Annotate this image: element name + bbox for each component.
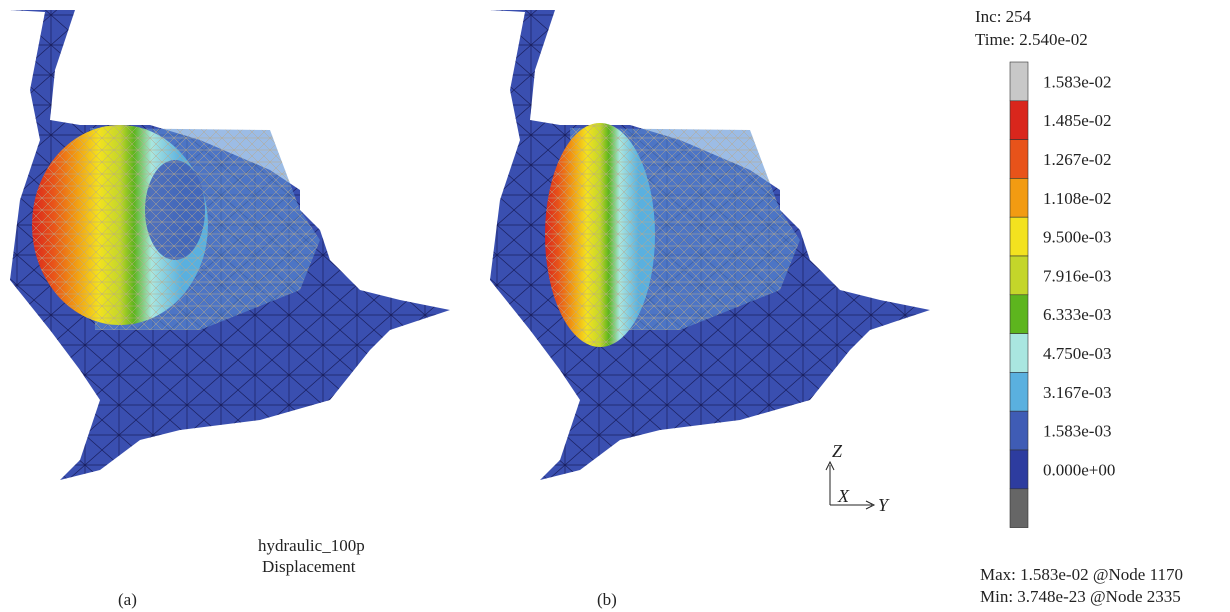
axis-z: Z xyxy=(832,441,843,461)
model-name: hydraulic_100p xyxy=(258,536,365,555)
legend-swatch xyxy=(1009,449,1029,490)
panel-a-model xyxy=(10,10,450,480)
legend-label: 9.500e-03 xyxy=(1043,228,1111,247)
legend-swatch xyxy=(1009,216,1029,257)
legend-swatch xyxy=(1009,294,1029,334)
axis-y: Y xyxy=(878,495,890,515)
legend-label: 1.583e-03 xyxy=(1043,422,1111,441)
legend-label: 1.485e-02 xyxy=(1043,111,1111,130)
legend-label: 1.108e-02 xyxy=(1043,189,1111,208)
max-label: Max: 1.583e-02 @Node 1170 xyxy=(980,565,1183,584)
axis-triad xyxy=(825,460,876,510)
legend-swatch xyxy=(1009,178,1029,218)
legend-swatch xyxy=(1009,333,1029,373)
legend-swatch xyxy=(1009,488,1029,528)
legend-label: 7.916e-03 xyxy=(1043,266,1111,285)
time: Time: 2.540e-02 xyxy=(975,30,1088,49)
legend-label: 6.333e-03 xyxy=(1043,305,1111,324)
panel-b-model xyxy=(490,10,930,480)
legend-swatch xyxy=(1009,139,1029,179)
panel-label: (b) xyxy=(597,590,617,609)
legend-swatch xyxy=(1009,255,1029,296)
legend-swatch xyxy=(1009,61,1029,102)
result-name: Displacement xyxy=(262,557,356,576)
legend-label: 4.750e-03 xyxy=(1043,344,1111,363)
legend-swatch xyxy=(1009,372,1029,412)
axis-x: X xyxy=(837,486,850,506)
panel-label: (a) xyxy=(118,590,137,609)
legend-swatch xyxy=(1009,100,1029,140)
color-legend: 1.583e-02 1.485e-02 1.267e-02 1.108e-02 9.50… xyxy=(1009,61,1115,528)
legend-label: 1.583e-02 xyxy=(1043,72,1111,91)
legend-label: 1.267e-02 xyxy=(1043,150,1111,169)
legend-swatch xyxy=(1009,410,1029,451)
min-label: Min: 3.748e-23 @Node 2335 xyxy=(980,587,1181,606)
increment: Inc: 254 xyxy=(975,7,1032,26)
legend-label: 0.000e+00 xyxy=(1043,460,1115,479)
legend-label: 3.167e-03 xyxy=(1043,383,1111,402)
